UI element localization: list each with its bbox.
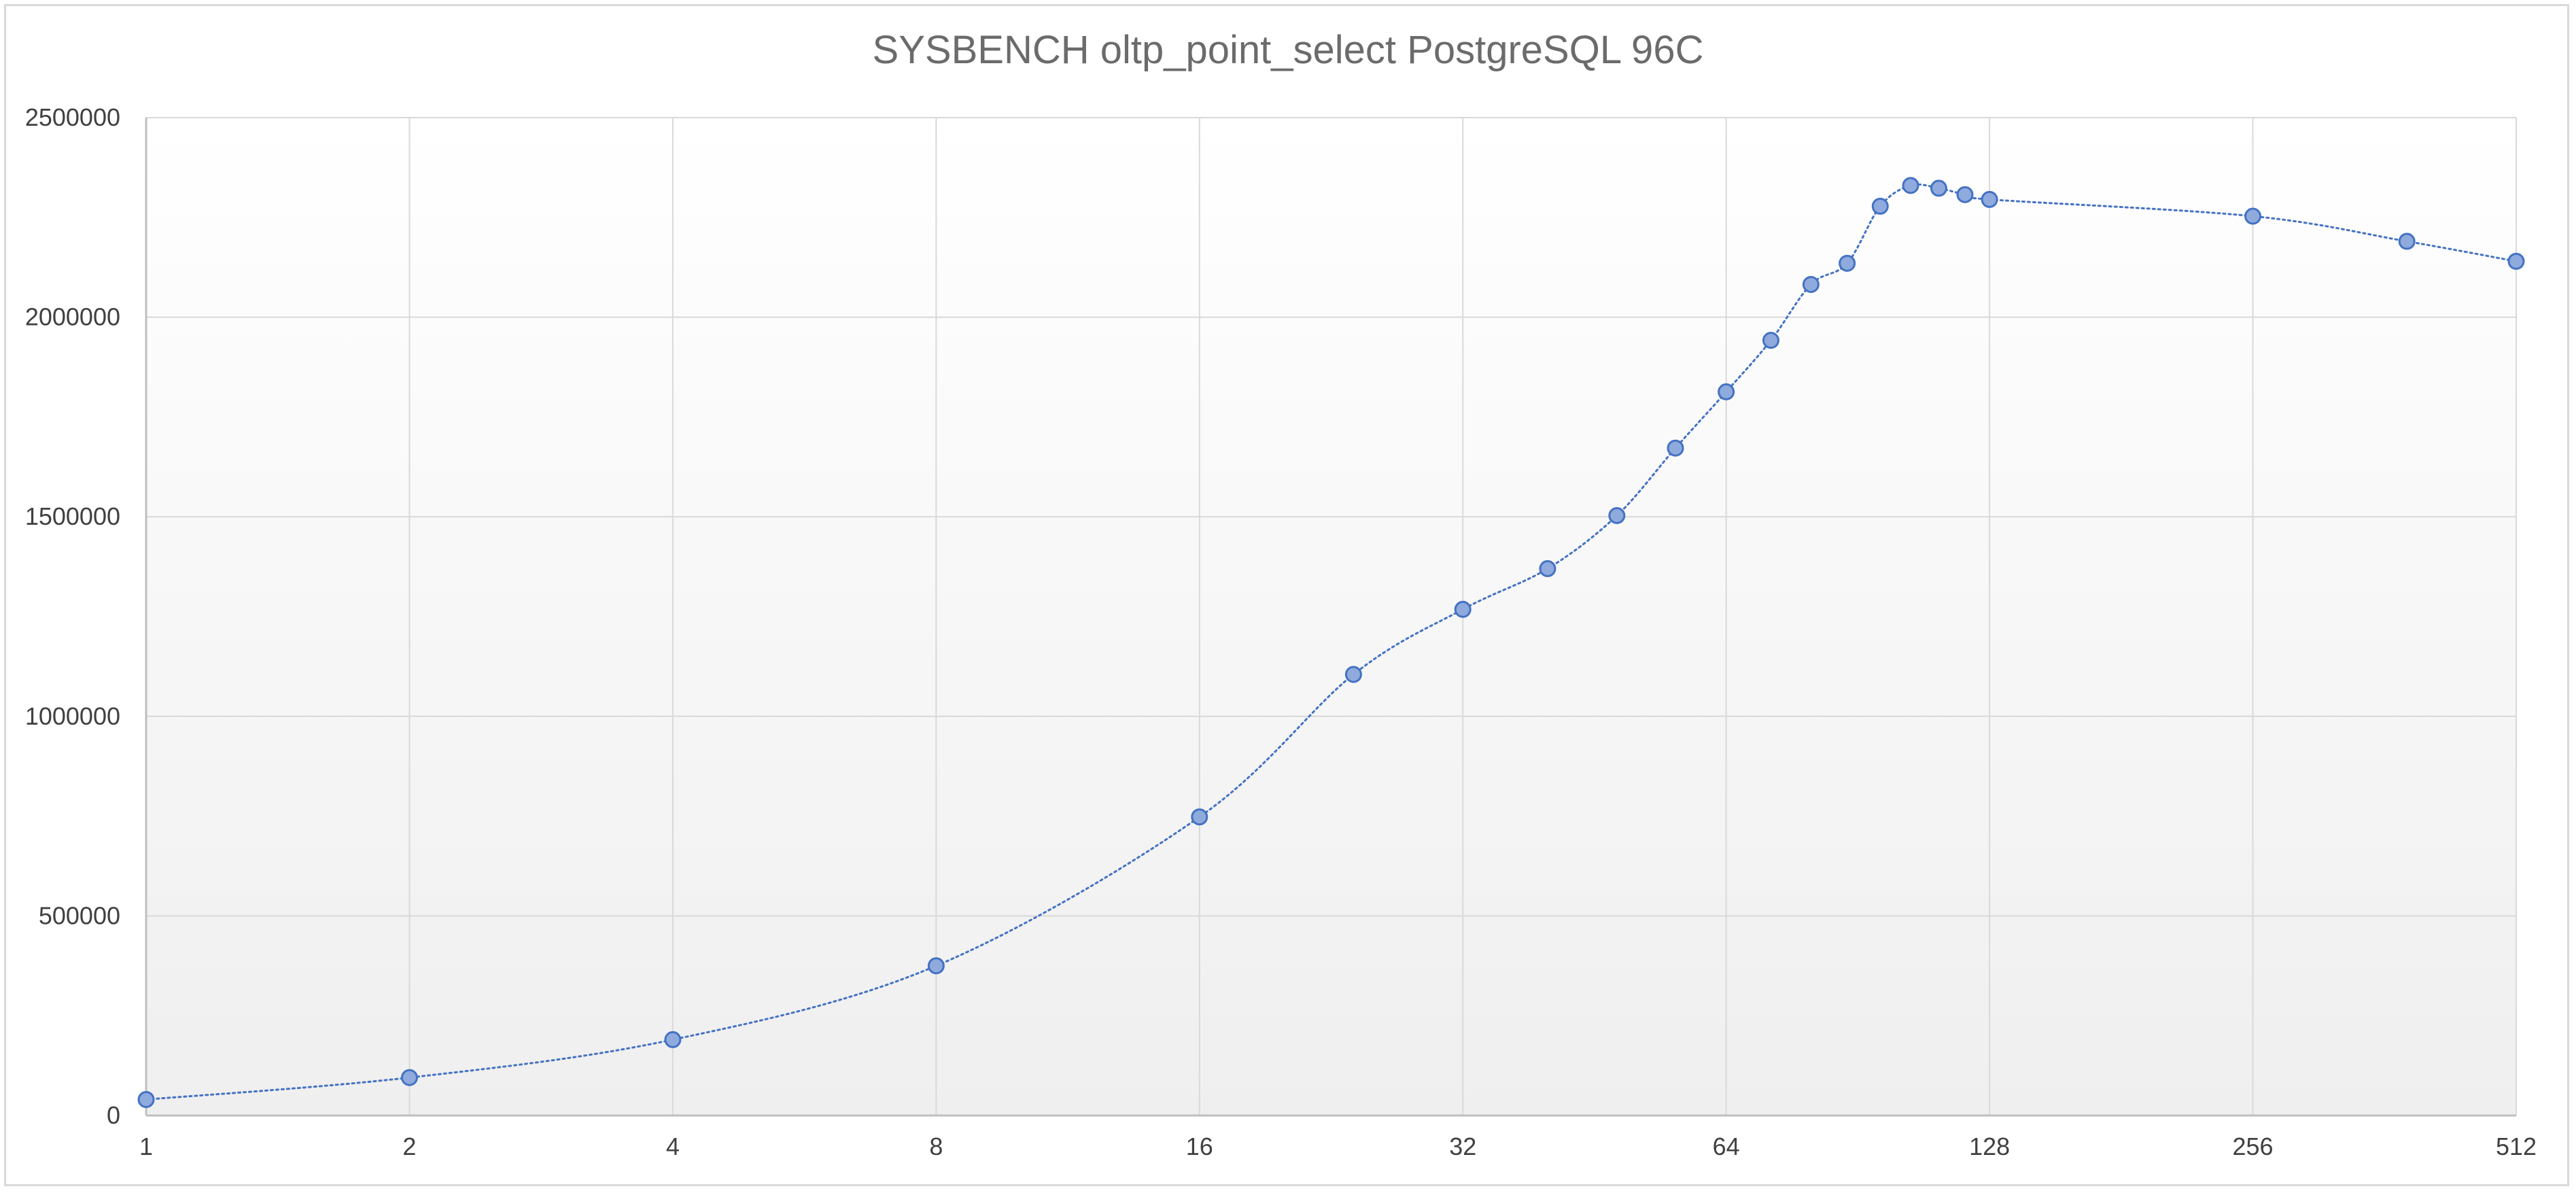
y-tick-label: 2000000 (25, 303, 120, 331)
x-tick-label: 256 (2233, 1133, 2274, 1160)
axes (145, 118, 2516, 1117)
data-point (2398, 232, 2416, 250)
data-point (400, 1069, 418, 1086)
data-point (1344, 665, 1362, 683)
x-tick-label: 128 (1969, 1133, 2010, 1160)
y-tick-label: 2500000 (25, 103, 120, 131)
data-point (1762, 332, 1780, 349)
data-point (1930, 179, 1947, 197)
data-point (1802, 275, 1820, 293)
data-point (137, 1091, 155, 1109)
y-tick-label: 0 (107, 1101, 120, 1129)
data-point (1718, 383, 1735, 400)
chart-title: SYSBENCH oltp_point_select PostgreSQL 96… (872, 28, 1704, 72)
plot-area (146, 118, 2516, 1116)
data-point (1454, 600, 1472, 618)
data-point (2507, 252, 2525, 270)
x-tick-label: 4 (666, 1133, 680, 1160)
y-tick-label: 1000000 (25, 702, 120, 730)
data-point (1191, 808, 1208, 826)
series-layer (137, 177, 2525, 1109)
x-tick-label: 512 (2496, 1133, 2537, 1160)
x-tick-label: 32 (1449, 1133, 1476, 1160)
data-point (1902, 177, 1919, 194)
x-tick-label: 16 (1186, 1133, 1213, 1160)
tick-labels: 0 500000 1000000 1500000 2000000 2500000 1 2 4 8 1… (25, 103, 2537, 1160)
data-point (927, 957, 945, 975)
x-tick-label: 64 (1713, 1133, 1740, 1160)
data-point (1839, 254, 1856, 272)
x-tick-label: 2 (402, 1133, 416, 1160)
y-tick-label: 1500000 (25, 502, 120, 530)
data-point (2244, 207, 2262, 225)
data-point (1539, 560, 1556, 578)
data-point (1956, 186, 1974, 203)
data-point (1871, 197, 1889, 215)
x-tick-label: 8 (929, 1133, 943, 1160)
data-point (1667, 439, 1684, 457)
data-point (1981, 190, 1998, 208)
data-point (664, 1031, 682, 1048)
x-tick-label: 1 (139, 1133, 153, 1160)
data-point (1608, 506, 1626, 524)
y-tick-label: 500000 (39, 901, 120, 929)
